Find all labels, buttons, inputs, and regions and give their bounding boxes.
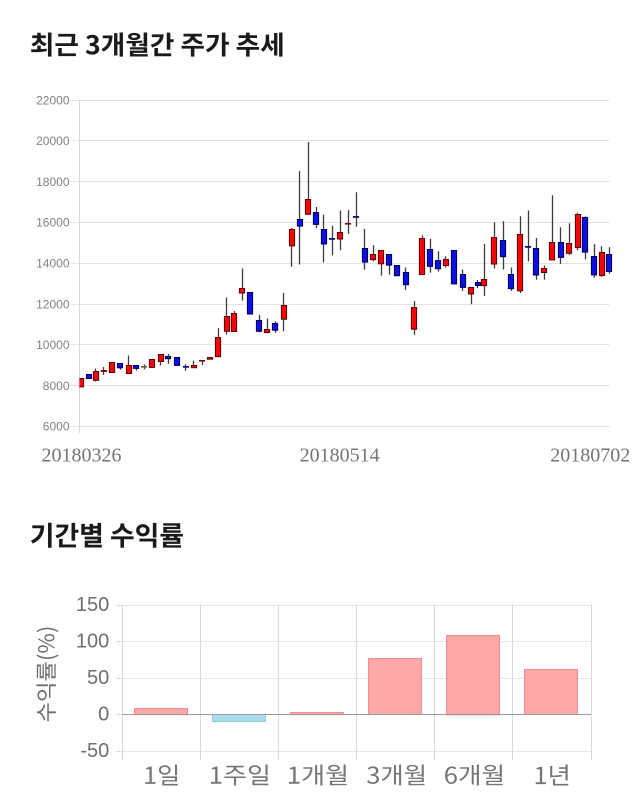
svg-text:20180326: 20180326 <box>42 445 122 467</box>
svg-text:22000: 22000 <box>36 93 70 107</box>
svg-text:-50: -50 <box>80 740 109 762</box>
svg-text:16000: 16000 <box>36 216 70 230</box>
svg-text:100: 100 <box>76 630 109 652</box>
svg-text:20180702: 20180702 <box>550 445 630 467</box>
svg-text:6000: 6000 <box>43 420 70 434</box>
svg-text:12000: 12000 <box>36 297 70 311</box>
svg-text:8000: 8000 <box>43 379 70 393</box>
svg-text:50: 50 <box>87 667 109 689</box>
svg-text:18000: 18000 <box>36 175 70 189</box>
svg-text:0: 0 <box>98 704 109 726</box>
svg-text:150: 150 <box>76 594 109 616</box>
svg-text:10000: 10000 <box>36 338 70 352</box>
svg-text:20000: 20000 <box>36 134 70 148</box>
svg-text:14000: 14000 <box>36 257 70 271</box>
svg-text:20180514: 20180514 <box>300 445 380 467</box>
